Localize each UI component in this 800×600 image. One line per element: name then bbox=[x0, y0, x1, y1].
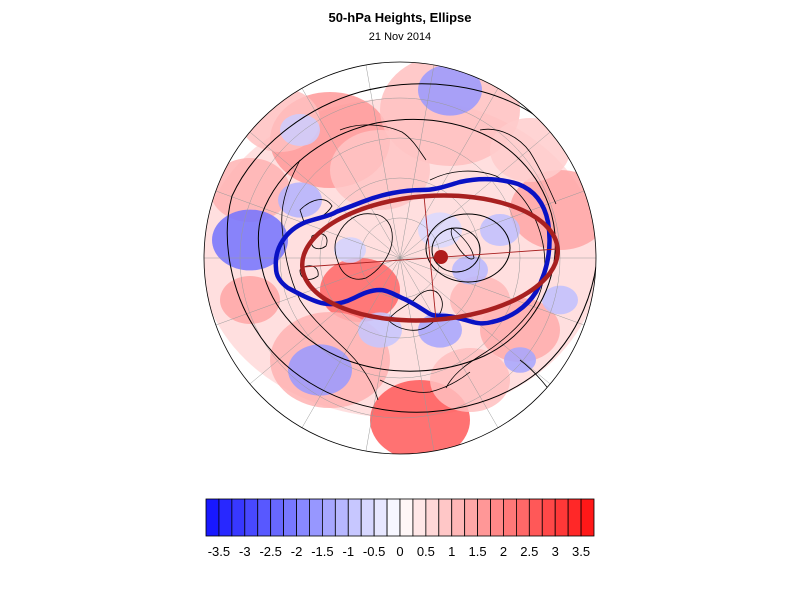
map-title: 50-hPa Heights, Ellipse bbox=[328, 10, 472, 25]
anomaly-patch bbox=[542, 285, 578, 315]
colorbar-box bbox=[451, 498, 466, 537]
colorbar-box bbox=[360, 498, 375, 537]
ellipse-minor-axis bbox=[423, 195, 437, 321]
longitude-line bbox=[399, 129, 554, 259]
longitude-line bbox=[246, 129, 401, 259]
colorbar-tick-label: 2.5 bbox=[520, 544, 539, 559]
colorbar-box bbox=[347, 498, 362, 537]
colorbar-box bbox=[528, 498, 543, 537]
colorbar-tick-label: -1.5 bbox=[311, 544, 334, 559]
colorbar-box bbox=[516, 498, 530, 537]
height-contour-low-inner bbox=[431, 227, 481, 273]
colorbar-tick-label: 3.5 bbox=[572, 544, 591, 559]
colorbar-tick-label: -2.5 bbox=[259, 544, 282, 559]
colorbar-box bbox=[270, 498, 284, 537]
coastline-europe bbox=[379, 371, 471, 393]
height-contour-outer bbox=[226, 83, 596, 413]
colorbar-tick-label: -1 bbox=[342, 544, 355, 559]
globe-outline bbox=[203, 61, 597, 455]
graticule bbox=[204, 62, 596, 454]
longitude-line bbox=[246, 257, 401, 387]
anomaly-patch bbox=[280, 114, 320, 146]
anomaly-patch bbox=[278, 182, 322, 218]
colorbar-box bbox=[503, 498, 517, 537]
longitude-line bbox=[399, 189, 589, 259]
longitude-line bbox=[365, 62, 401, 259]
anomaly-patch bbox=[418, 212, 462, 248]
colorbar-box bbox=[425, 498, 440, 537]
anomaly-patch bbox=[334, 237, 366, 263]
colorbar-box bbox=[283, 498, 297, 537]
colorbar-box bbox=[567, 498, 582, 537]
colorbar-boxes bbox=[205, 498, 595, 537]
colorbar-tick-label: -3.5 bbox=[207, 544, 231, 559]
colorbar-box bbox=[244, 498, 259, 537]
colorbar-box bbox=[386, 498, 401, 537]
anomaly-patch bbox=[288, 344, 352, 396]
coastline-scandinavia bbox=[387, 289, 443, 331]
colorbar-box bbox=[296, 498, 310, 537]
colorbar-box bbox=[373, 498, 388, 537]
anomaly-patch bbox=[418, 64, 482, 116]
colorbar-tick-label: -3 bbox=[239, 544, 251, 559]
longitude-line bbox=[399, 257, 501, 432]
colorbar-tick-label: 0 bbox=[396, 544, 404, 559]
colorbar-box bbox=[205, 498, 220, 537]
height-contour-low-outer bbox=[425, 213, 511, 283]
colorbar-tick-label: -0.5 bbox=[362, 544, 386, 559]
colorbar-box bbox=[438, 498, 453, 537]
height-contour-inner bbox=[257, 118, 556, 372]
colorbar-box bbox=[321, 498, 336, 537]
longitude-line bbox=[299, 257, 401, 432]
colorbar-tick-label: 0.5 bbox=[416, 544, 435, 559]
colorbar-tick-label: 3 bbox=[551, 544, 559, 559]
colorbar-tick-label: 1.5 bbox=[468, 544, 487, 559]
longitude-line bbox=[399, 84, 501, 259]
colorbar-tick-label: 2 bbox=[499, 544, 508, 559]
ellipse-axes bbox=[302, 195, 558, 321]
colorbar-box bbox=[218, 498, 233, 537]
coastline-alaska bbox=[339, 124, 427, 161]
colorbar-box bbox=[490, 498, 504, 537]
colorbar-tick-label: 1 bbox=[448, 544, 456, 559]
colorbar-box bbox=[541, 498, 556, 537]
anomaly-patch bbox=[452, 255, 488, 285]
coastline-greenland bbox=[334, 213, 393, 280]
coastline-north-america bbox=[281, 159, 379, 401]
anomaly-patch bbox=[430, 348, 510, 412]
longitude-line bbox=[399, 62, 435, 259]
colorbar-box bbox=[580, 498, 595, 537]
anomaly-patch bbox=[212, 209, 288, 271]
colorbar-box bbox=[412, 498, 427, 537]
colorbar-tick-label: -2 bbox=[290, 544, 303, 559]
ellipse-center-marker bbox=[434, 250, 448, 264]
colorbar-box bbox=[464, 498, 478, 537]
colorbar-box bbox=[334, 498, 349, 537]
longitude-line bbox=[211, 257, 401, 327]
longitude-line bbox=[399, 257, 435, 454]
longitude-line bbox=[299, 84, 401, 259]
colorbar-box bbox=[231, 498, 246, 537]
height-contours bbox=[226, 83, 596, 413]
colorbar-box bbox=[399, 498, 414, 537]
map-date: 21 Nov 2014 bbox=[368, 31, 432, 43]
anomaly-patch bbox=[480, 214, 520, 246]
anomaly-patch bbox=[450, 276, 510, 324]
colorbar-box bbox=[257, 498, 272, 537]
coastline-novaya-zemlya bbox=[450, 227, 475, 260]
colorbar-box bbox=[477, 498, 491, 537]
vortex-ellipse-fit bbox=[299, 193, 561, 323]
colorbar-box bbox=[309, 498, 323, 537]
anomaly-patch bbox=[220, 276, 280, 324]
vortex-edge-contour bbox=[273, 177, 552, 326]
colorbar-box bbox=[554, 498, 569, 537]
longitude-line bbox=[365, 257, 401, 454]
